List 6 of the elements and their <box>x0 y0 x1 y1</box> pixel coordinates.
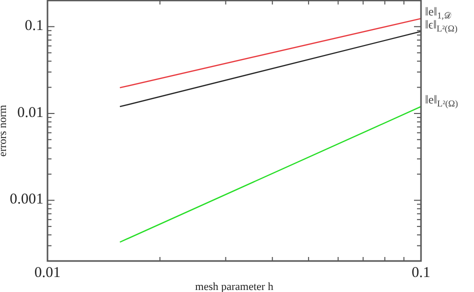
y-tick-label: 0.001 <box>10 192 44 208</box>
y-tick-label: 0.1 <box>24 18 44 34</box>
x-axis-title: mesh parameter h <box>195 281 274 292</box>
series-label: ‖e‖$_{L²(Ω)}$ <box>425 92 458 109</box>
y-tick-label: 0.01 <box>17 104 44 121</box>
y-axis-title: errors norm <box>0 104 9 157</box>
